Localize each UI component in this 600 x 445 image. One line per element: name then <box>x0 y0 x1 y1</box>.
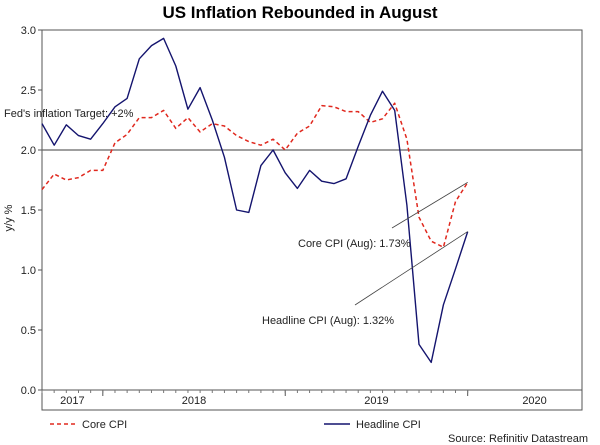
y-tick-label: 3.0 <box>21 25 36 37</box>
y-axis: 0.0 0.5 1.0 1.5 2.0 2.5 3.0 <box>21 25 42 397</box>
core-cpi-annotation: Core CPI (Aug): 1.73% <box>298 238 411 250</box>
annotation-layer: Core CPI (Aug): 1.73% Headline CPI (Aug)… <box>262 182 468 327</box>
target-reference-label: Fed's inflation Target: +2% <box>4 108 134 120</box>
x-tick-label: 2017 <box>60 395 84 407</box>
core-cpi-pointer-line <box>391 182 468 229</box>
y-tick-label: 2.0 <box>21 145 36 157</box>
plot-frame <box>41 29 583 391</box>
core-cpi-line <box>41 102 469 248</box>
x-axis-strip <box>41 389 583 411</box>
y-axis-label: y/y % <box>3 204 15 231</box>
series-layer <box>41 37 469 364</box>
x-tick-label: 2020 <box>522 395 546 407</box>
headline-cpi-annotation: Headline CPI (Aug): 1.32% <box>262 315 394 327</box>
x-tick-label: 2018 <box>182 395 206 407</box>
chart-title: US Inflation Rebounded in August <box>162 3 437 22</box>
y-tick-label: 0.0 <box>21 385 36 397</box>
legend-headline-cpi-label: Headline CPI <box>356 419 421 431</box>
y-tick-label: 0.5 <box>21 325 36 337</box>
legend: Core CPI Headline CPI <box>50 419 421 431</box>
x-tick-label: 2019 <box>364 395 388 407</box>
headline-cpi-pointer-line <box>354 231 468 306</box>
headline-cpi-line <box>41 37 469 364</box>
y-tick-label: 2.5 <box>21 85 36 97</box>
y-tick-label: 1.5 <box>21 205 36 217</box>
y-tick-label: 1.0 <box>21 265 36 277</box>
x-axis: 2017 2018 2019 2020 <box>41 390 547 407</box>
legend-core-cpi-label: Core CPI <box>82 419 127 431</box>
source-note: Source: Refinitiv Datastream <box>448 433 588 445</box>
